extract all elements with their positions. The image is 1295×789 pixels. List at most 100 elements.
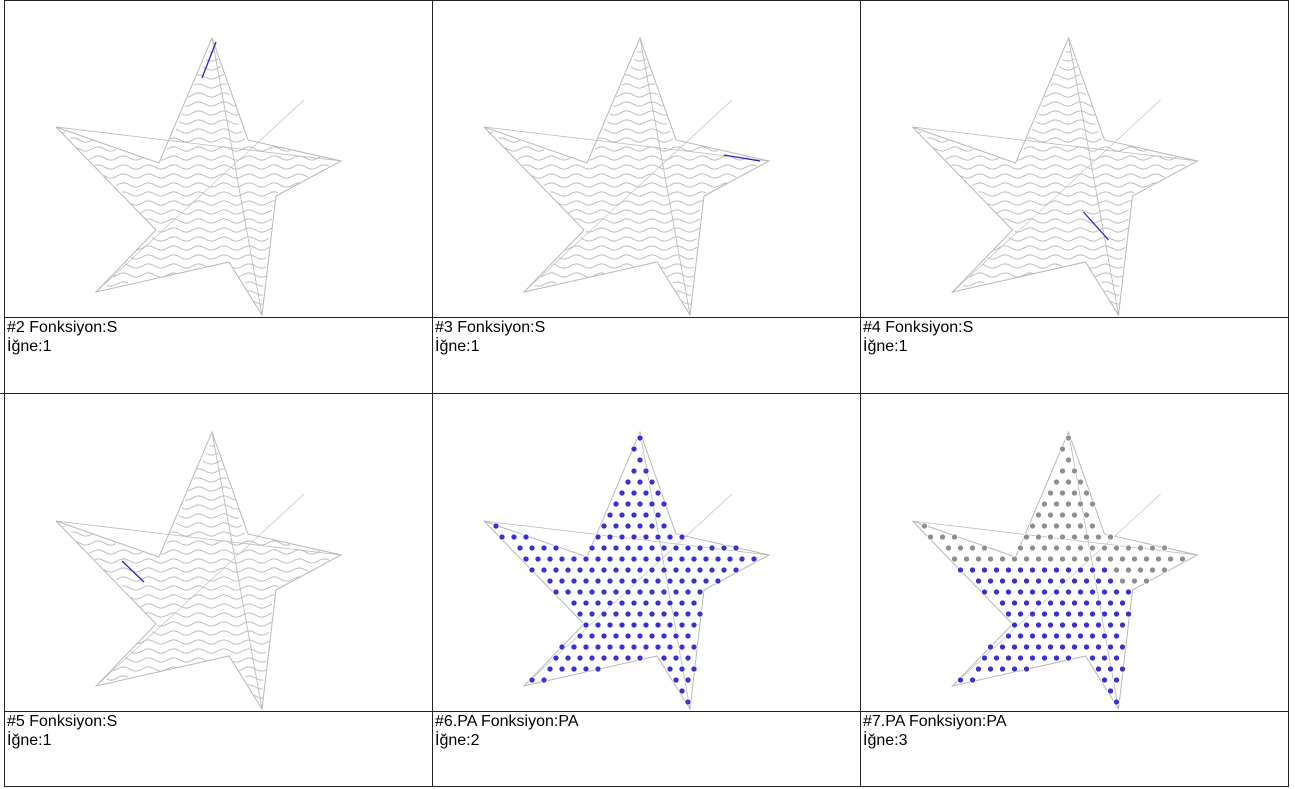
needle-point [612,566,620,574]
needle-point [492,522,500,530]
needle-point [1064,522,1073,530]
needle-point [528,544,536,552]
preview-cell[interactable]: #6.PA Fonksiyon:PA İğne:2 [432,394,860,787]
needle-point [570,599,578,607]
needle-point [1088,566,1097,574]
needle-point [666,599,674,607]
needle-point [1040,588,1049,596]
needle-point [1094,555,1103,563]
needle-point [1046,643,1055,651]
preview-cell[interactable]: #5 Fonksiyon:S İğne:1 [4,394,432,787]
needle-point [1094,643,1103,651]
needle-point [570,555,578,563]
grid-line [4,786,1289,787]
preview-cell[interactable]: #4 Fonksiyon:S İğne:1 [860,0,1289,393]
needle-point [582,577,590,585]
needle-point [1136,566,1145,574]
needle-point [1148,566,1157,574]
needle-point [612,544,620,552]
needle-point [1100,632,1109,640]
needle-point [630,621,638,629]
needle-point [678,643,686,651]
needle-point [1088,610,1097,618]
needle-point [1052,588,1061,596]
needle-point [624,588,632,596]
needle-point [540,544,548,552]
preview-cell[interactable]: #7.PA Fonksiyon:PA İğne:3 [860,394,1289,787]
star-drawing [483,430,771,711]
needle-point [1028,588,1037,596]
needle-point [630,467,638,475]
needle-point [654,533,662,541]
needle-point [1016,610,1025,618]
preview-cell[interactable]: #2 Fonksiyon:S İğne:1 [4,0,432,393]
needle-point [1118,599,1127,607]
function-label: #5 Fonksiyon:S [7,713,118,730]
needle-point [1094,577,1103,585]
needle-point [684,676,692,684]
needle-point [1052,654,1061,662]
needle-point [1142,555,1151,563]
star-preview [432,394,860,712]
needle-point [606,621,614,629]
needle-point [606,533,614,541]
needle-point [1028,654,1037,662]
crop-tick [0,393,8,394]
needle-point [986,577,995,585]
needle-point [642,577,650,585]
needle-label: İğne:1 [7,338,52,355]
needle-point [576,632,584,640]
needle-point [986,665,995,673]
needle-point [1034,533,1043,541]
needle-point [588,588,596,596]
needle-point [980,588,989,596]
needle-point [546,555,554,563]
needle-point [1112,698,1121,706]
needle-point [576,610,584,618]
needle-point [1064,456,1073,464]
needle-point [648,544,656,552]
needle-point [1106,533,1115,541]
needle-point [630,577,638,585]
needle-point [606,577,614,585]
needle-point [1028,632,1037,640]
needle-point [1070,599,1079,607]
needle-point [1010,665,1019,673]
needle-point [1082,489,1091,497]
current-stitch-segment [201,41,217,79]
needle-point [522,555,530,563]
needle-point [648,588,656,596]
needle-point [1106,643,1115,651]
needle-point [558,555,566,563]
needle-point [1028,566,1037,574]
needle-point [1076,610,1085,618]
needle-point [684,698,692,706]
needle-point [612,522,620,530]
needle-point [1094,621,1103,629]
star-stitches [912,36,1199,317]
needle-point [962,555,971,563]
cell-caption: #2 Fonksiyon:S İğne:1 [7,318,432,356]
needle-point [1112,632,1121,640]
needle-point [1082,533,1091,541]
cell-caption: #3 Fonksiyon:S İğne:1 [435,318,860,356]
needle-point [1022,621,1031,629]
needle-point [1046,555,1055,563]
needle-point [546,665,554,673]
preview-cell[interactable]: #3 Fonksiyon:S İğne:1 [432,0,860,393]
star-preview [860,394,1289,712]
needle-point [1052,522,1061,530]
needle-point [1004,566,1013,574]
needle-point [564,566,572,574]
needle-point [1040,566,1049,574]
star-drawing [912,430,1199,711]
needle-point [546,577,554,585]
needle-point [654,621,662,629]
star-stitches [483,430,771,711]
needle-point [690,621,698,629]
needle-point [1040,654,1049,662]
needle-point [1112,654,1121,662]
needle-point [1046,533,1055,541]
needle-point [1082,599,1091,607]
needle-point [956,566,965,574]
